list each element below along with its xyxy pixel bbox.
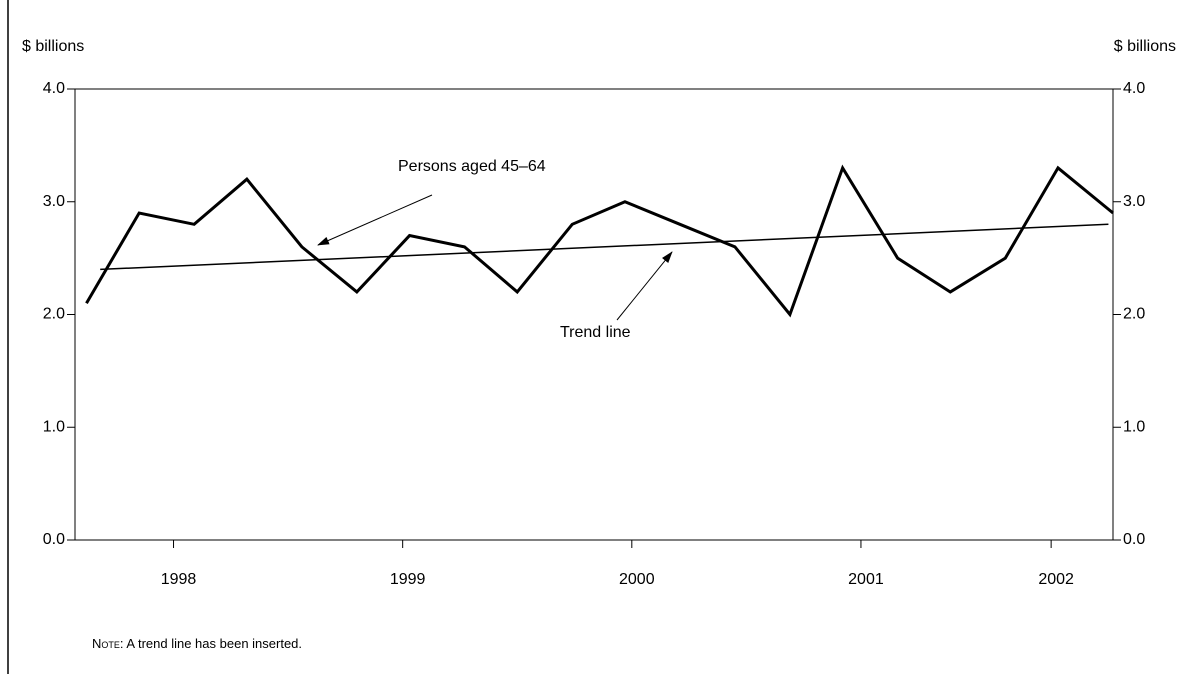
y2-tick-label: 3.0 [1123,193,1145,210]
note-label: Note [92,636,120,651]
y-tick-label: 1.0 [43,418,65,435]
y2-axis-label: $ billions [1114,38,1176,55]
plot-frame [74,88,1114,541]
y-tick-label: 2.0 [43,306,65,323]
data-line [85,164,1114,318]
y-axis-label: $ billions [22,38,84,55]
y-tick-label: 3.0 [43,193,65,210]
y-tick-label: 0.0 [43,531,65,548]
y2-tick-label: 2.0 [1123,306,1145,323]
note: Note: A trend line has been inserted. [92,636,302,651]
series-annotation: Persons aged 45–64 [398,158,546,175]
y2-tick-label: 0.0 [1123,531,1145,548]
x-tick-label: 2002 [1038,571,1074,588]
x-tick-label: 1999 [390,571,426,588]
trend-annotation: Trend line [560,324,631,341]
annotation-arrow [616,251,673,321]
annotation-arrow [317,194,433,246]
y2-tick-label: 4.0 [1123,80,1145,97]
y2-tick-label: 1.0 [1123,418,1145,435]
x-tick-label: 1998 [161,571,197,588]
x-tick-label: 2001 [848,571,884,588]
x-tick-label: 2000 [619,571,655,588]
trend-line [100,223,1109,271]
note-text: : A trend line has been inserted. [120,636,302,651]
y-tick-label: 4.0 [43,80,65,97]
